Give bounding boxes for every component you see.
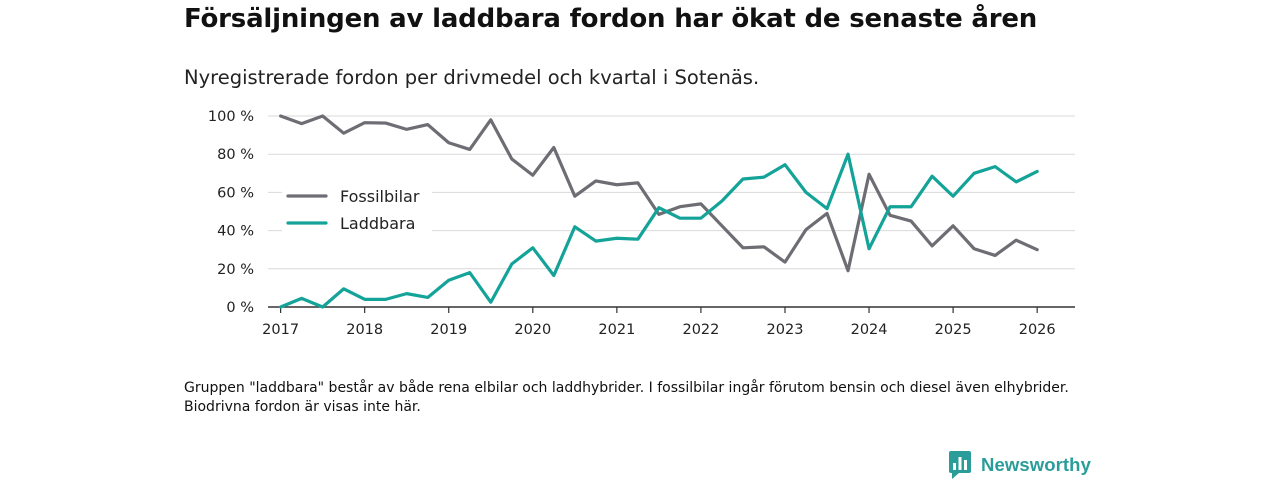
y-axis-ticks: 0 % 20 % 40 % 60 % 80 % 100 % xyxy=(208,109,254,316)
y-tick-label: 80 % xyxy=(217,147,254,163)
legend-label-laddbara: Laddbara xyxy=(340,214,415,233)
line-chart: 0 % 20 % 40 % 60 % 80 % 100 % 2017 2018 2019 202… xyxy=(208,109,1075,338)
x-tick-label: 2020 xyxy=(514,322,551,338)
chart-title: Försäljningen av laddbara fordon har öka… xyxy=(184,4,1038,34)
x-axis-ticks: 2017 2018 2019 2020 2021 2022 2023 2024 2025 2026 xyxy=(262,307,1056,338)
x-tick-label: 2022 xyxy=(682,322,719,338)
x-tick-label: 2018 xyxy=(346,322,383,338)
y-tick-label: 60 % xyxy=(217,185,254,201)
footnote: Gruppen "laddbara" består av både rena e… xyxy=(184,380,1069,415)
legend-label-fossilbilar: Fossilbilar xyxy=(340,187,420,206)
brand-name: Newsworthy xyxy=(981,454,1091,475)
gridlines xyxy=(268,115,1075,308)
y-tick-label: 20 % xyxy=(217,262,254,278)
x-tick-label: 2019 xyxy=(430,322,467,338)
newsworthy-logo-icon xyxy=(949,451,971,479)
x-tick-label: 2023 xyxy=(767,322,804,338)
y-tick-label: 100 % xyxy=(208,109,254,125)
legend: Fossilbilar Laddbara xyxy=(282,184,432,235)
chart-subtitle: Nyregistrerade fordon per drivmedel och … xyxy=(184,66,760,89)
x-tick-label: 2021 xyxy=(598,322,635,338)
x-tick-label: 2017 xyxy=(262,322,299,338)
brand-logo: Newsworthy xyxy=(948,450,1091,480)
x-tick-label: 2026 xyxy=(1019,322,1056,338)
x-tick-label: 2025 xyxy=(935,322,972,338)
y-tick-label: 0 % xyxy=(226,300,254,316)
series-lines xyxy=(279,114,1039,309)
y-tick-label: 40 % xyxy=(217,224,254,240)
x-tick-label: 2024 xyxy=(851,322,888,338)
